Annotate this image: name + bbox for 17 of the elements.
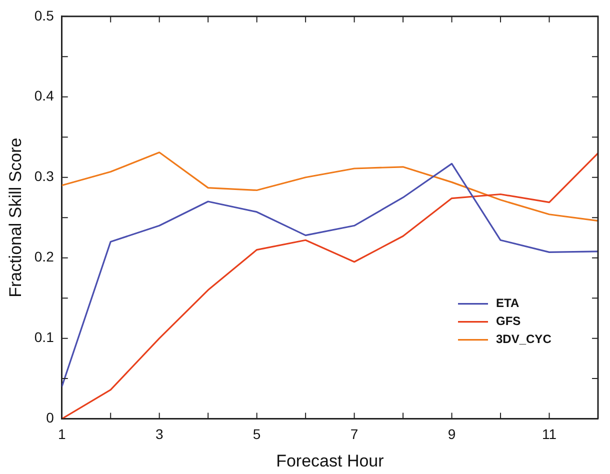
y-axis-title: Fractional Skill Score [6, 138, 25, 298]
x-tick-label: 1 [58, 426, 66, 442]
y-tick-label: 0.1 [34, 329, 54, 346]
y-tick-label: 0.5 [34, 7, 54, 24]
legend-label: GFS [496, 314, 521, 328]
y-tick-label: 0.2 [34, 248, 54, 265]
x-tick-label: 7 [350, 426, 358, 442]
x-axis-title: Forecast Hour [276, 451, 384, 470]
legend-label: ETA [496, 296, 520, 310]
x-tick-label: 5 [252, 426, 261, 442]
legend-label: 3DV_CYC [496, 332, 552, 346]
y-tick-label: 0.3 [34, 168, 54, 184]
x-tick-label: 3 [155, 426, 164, 442]
x-tick-label: 11 [542, 426, 557, 442]
x-tick-label: 9 [448, 426, 456, 442]
y-tick-label: 0.4 [34, 88, 54, 104]
y-tick-label: 0 [46, 410, 54, 426]
